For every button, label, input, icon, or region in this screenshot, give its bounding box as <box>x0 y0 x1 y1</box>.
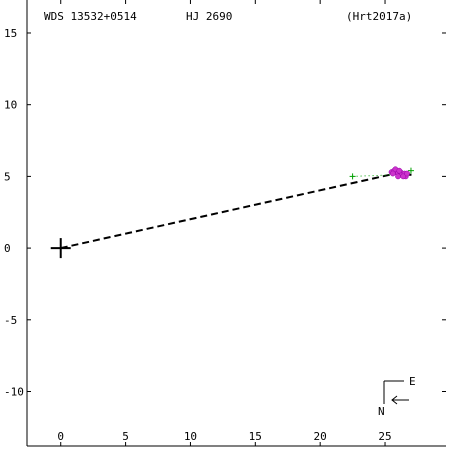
plus-observation-mark <box>407 167 414 174</box>
discoverer-label: HJ 2690 <box>186 10 232 23</box>
y-tick-label: 0 <box>4 242 11 255</box>
compass-east-label: E <box>409 375 416 388</box>
x-tick-label: 0 <box>57 430 64 443</box>
observation-point <box>395 173 401 180</box>
wds-id: WDS 13532+0514 <box>44 10 137 23</box>
x-tick-label: 20 <box>314 430 327 443</box>
x-tick-label: 10 <box>184 430 197 443</box>
plot-frame <box>26 0 446 447</box>
direction-arrow-icon <box>391 395 409 405</box>
reference-label: (Hrt2017a) <box>346 10 412 23</box>
y-tick-label: -5 <box>4 314 17 327</box>
observation-marks <box>349 166 414 180</box>
y-tick-label: 15 <box>4 27 17 40</box>
observation-point <box>404 170 410 177</box>
x-tick-label: 5 <box>122 430 129 443</box>
y-tick-label: 10 <box>4 99 17 112</box>
x-tick-label: 15 <box>249 430 262 443</box>
x-tick-label: 25 <box>378 430 391 443</box>
compass-north-label: N <box>378 405 385 418</box>
y-tick-label: -10 <box>4 386 24 399</box>
axis-ticks: 0 5 10 15 20 25 -10 -5 0 5 10 15 <box>4 0 446 446</box>
observation-point <box>389 170 396 177</box>
compass: E N <box>378 375 416 418</box>
primary-star-marker <box>50 238 71 259</box>
y-tick-label: 5 <box>4 170 11 183</box>
observation-point <box>396 167 403 174</box>
